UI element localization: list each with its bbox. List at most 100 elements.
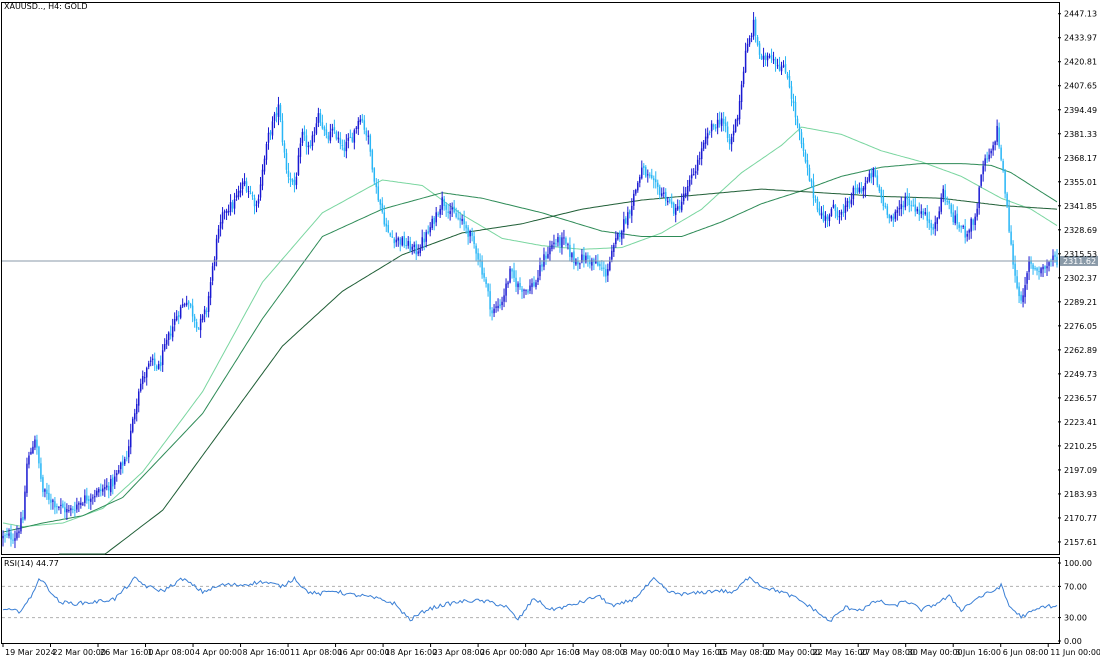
candle xyxy=(728,133,731,150)
candle-body xyxy=(848,201,851,203)
candle xyxy=(8,528,10,539)
candle-body xyxy=(24,491,26,519)
price-tick-label: 2276.05 xyxy=(1064,322,1097,331)
candle xyxy=(4,533,6,543)
candle-body xyxy=(820,213,823,216)
rsi-tick-label: 70.00 xyxy=(1064,582,1087,591)
candle-body xyxy=(461,218,463,222)
candle-body xyxy=(405,245,407,247)
candle-body xyxy=(261,169,264,186)
candle-body xyxy=(986,158,988,160)
rsi-axis: 100.00 70.00 30.00 0.00 xyxy=(1058,559,1092,646)
candle xyxy=(14,530,16,549)
candle-body xyxy=(94,496,96,498)
candle xyxy=(583,246,585,268)
candle xyxy=(615,231,617,248)
candle-body xyxy=(489,291,491,310)
candle xyxy=(948,199,950,210)
candle xyxy=(844,197,847,220)
candle xyxy=(692,168,695,176)
candle xyxy=(964,219,966,244)
candle xyxy=(659,184,661,200)
candle xyxy=(92,494,94,505)
candle xyxy=(834,203,837,219)
candle xyxy=(557,233,559,247)
candle-body xyxy=(754,19,757,36)
candle-body xyxy=(187,301,190,304)
time-tick-label: 27 May 08:00 xyxy=(860,648,915,657)
candle-body xyxy=(149,360,152,362)
candle-body xyxy=(832,204,835,208)
candle xyxy=(227,204,230,216)
candle-body xyxy=(880,189,883,198)
candle xyxy=(233,192,236,215)
candle xyxy=(934,215,936,236)
candle-body xyxy=(429,227,431,233)
candle-body xyxy=(241,182,244,190)
candle xyxy=(62,500,64,509)
candle xyxy=(503,288,505,308)
candle xyxy=(365,127,368,141)
candle xyxy=(792,93,795,112)
candle-body xyxy=(191,305,194,317)
candle xyxy=(848,196,851,209)
candle-body xyxy=(205,310,208,312)
candle xyxy=(980,174,982,188)
candle xyxy=(313,127,316,143)
candle-body xyxy=(724,122,727,127)
candle-body xyxy=(175,316,178,321)
candle-body xyxy=(333,127,336,131)
candle xyxy=(331,123,334,138)
candle xyxy=(145,366,148,386)
candle-body xyxy=(465,225,467,229)
candle xyxy=(806,153,809,176)
candle-body xyxy=(449,211,451,214)
candle-body xyxy=(66,508,68,513)
candle-body xyxy=(798,125,801,133)
candle xyxy=(591,257,593,271)
candle xyxy=(379,198,382,210)
candle-body xyxy=(786,73,789,78)
candle xyxy=(417,244,419,257)
candle xyxy=(942,185,944,203)
candle-body xyxy=(752,19,755,37)
candle-body xyxy=(357,120,360,129)
candle-body xyxy=(860,188,863,193)
moving-average-fast xyxy=(2,126,1058,528)
candle-body xyxy=(355,127,358,129)
candle xyxy=(878,184,881,194)
candle xyxy=(930,219,932,236)
candle-body xyxy=(2,535,4,539)
candle-body xyxy=(329,131,332,141)
candle xyxy=(666,196,669,206)
candle xyxy=(998,122,1000,149)
candle-body xyxy=(904,197,907,208)
time-tick-label: 18 Apr 16:00 xyxy=(385,648,437,657)
candle xyxy=(527,289,529,295)
candle-body xyxy=(529,285,531,291)
candle-body xyxy=(419,248,421,254)
candle-body xyxy=(1016,276,1018,288)
candle xyxy=(183,302,186,308)
candle-body xyxy=(559,237,561,246)
current-price-line: 2311.62 xyxy=(2,255,1098,266)
candle xyxy=(397,236,399,247)
candle-body xyxy=(858,187,861,192)
candle xyxy=(285,148,288,174)
candle xyxy=(54,497,56,515)
candle xyxy=(629,209,631,219)
candle xyxy=(253,194,256,215)
candle xyxy=(718,111,721,128)
candle xyxy=(165,334,168,350)
candle xyxy=(126,450,128,462)
candle xyxy=(161,344,164,372)
time-tick-label: 3 May 08:00 xyxy=(575,648,625,657)
candle xyxy=(1028,256,1030,281)
candle xyxy=(251,191,254,200)
candle xyxy=(245,177,248,193)
candle-body xyxy=(128,446,130,458)
candle xyxy=(545,251,547,265)
candle-body xyxy=(637,182,639,191)
